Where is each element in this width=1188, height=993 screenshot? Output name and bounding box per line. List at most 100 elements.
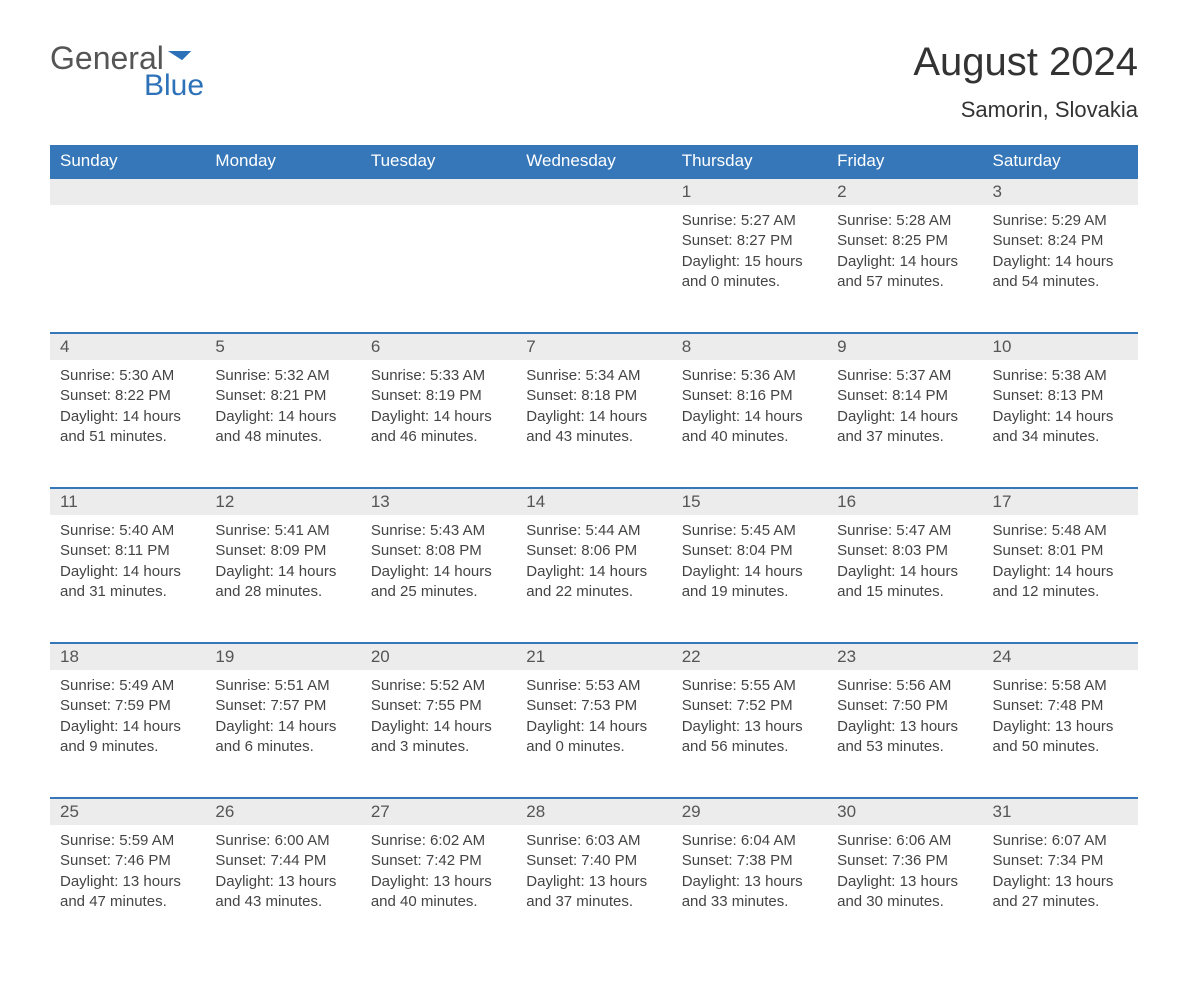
daylight-text-1: Daylight: 14 hours xyxy=(837,252,972,272)
sunset-text: Sunset: 8:19 PM xyxy=(371,386,506,406)
sunset-text: Sunset: 8:21 PM xyxy=(215,386,350,406)
location-label: Samorin, Slovakia xyxy=(913,97,1138,123)
day-number-cell: 14 xyxy=(516,488,671,515)
day-number-cell: 9 xyxy=(827,333,982,360)
day-number-cell: 27 xyxy=(361,798,516,825)
daylight-text-1: Daylight: 13 hours xyxy=(682,872,817,892)
sunrise-text: Sunrise: 5:41 AM xyxy=(215,521,350,541)
sunset-text: Sunset: 7:44 PM xyxy=(215,851,350,871)
sunrise-text: Sunrise: 5:40 AM xyxy=(60,521,195,541)
day-number-cell: 18 xyxy=(50,643,205,670)
logo-text-blue: Blue xyxy=(144,69,204,103)
daylight-text-2: and 40 minutes. xyxy=(682,427,817,447)
day-number-cell: 6 xyxy=(361,333,516,360)
daylight-text-2: and 48 minutes. xyxy=(215,427,350,447)
day-number-cell: 1 xyxy=(672,178,827,205)
title-block: August 2024 Samorin, Slovakia xyxy=(913,40,1138,123)
sunrise-text: Sunrise: 5:30 AM xyxy=(60,366,195,386)
month-title: August 2024 xyxy=(913,40,1138,85)
day-content-cell: Sunrise: 5:36 AMSunset: 8:16 PMDaylight:… xyxy=(672,360,827,488)
daylight-text-1: Daylight: 14 hours xyxy=(371,562,506,582)
sunrise-text: Sunrise: 5:32 AM xyxy=(215,366,350,386)
day-number-cell: 15 xyxy=(672,488,827,515)
weekday-header: Monday xyxy=(205,145,360,178)
day-number-cell: 22 xyxy=(672,643,827,670)
day-number-cell: 11 xyxy=(50,488,205,515)
day-content-cell: Sunrise: 5:56 AMSunset: 7:50 PMDaylight:… xyxy=(827,670,982,798)
daylight-text-1: Daylight: 14 hours xyxy=(60,562,195,582)
sunset-text: Sunset: 8:16 PM xyxy=(682,386,817,406)
day-number-cell: 21 xyxy=(516,643,671,670)
sunrise-text: Sunrise: 5:37 AM xyxy=(837,366,972,386)
daylight-text-1: Daylight: 14 hours xyxy=(993,252,1128,272)
sunset-text: Sunset: 8:03 PM xyxy=(837,541,972,561)
daylight-text-2: and 43 minutes. xyxy=(526,427,661,447)
calendar-table: SundayMondayTuesdayWednesdayThursdayFrid… xyxy=(50,145,1138,953)
day-content-cell: Sunrise: 6:03 AMSunset: 7:40 PMDaylight:… xyxy=(516,825,671,953)
day-content-cell: Sunrise: 5:44 AMSunset: 8:06 PMDaylight:… xyxy=(516,515,671,643)
day-number-cell: 5 xyxy=(205,333,360,360)
sunset-text: Sunset: 7:55 PM xyxy=(371,696,506,716)
daylight-text-1: Daylight: 14 hours xyxy=(993,407,1128,427)
day-number-cell: 25 xyxy=(50,798,205,825)
sunset-text: Sunset: 7:42 PM xyxy=(371,851,506,871)
day-content-cell: Sunrise: 5:43 AMSunset: 8:08 PMDaylight:… xyxy=(361,515,516,643)
daylight-text-2: and 37 minutes. xyxy=(837,427,972,447)
daylight-text-1: Daylight: 14 hours xyxy=(837,407,972,427)
day-content-cell: Sunrise: 6:07 AMSunset: 7:34 PMDaylight:… xyxy=(983,825,1138,953)
daylight-text-1: Daylight: 14 hours xyxy=(837,562,972,582)
sunrise-text: Sunrise: 6:06 AM xyxy=(837,831,972,851)
daylight-text-1: Daylight: 13 hours xyxy=(215,872,350,892)
sunrise-text: Sunrise: 5:49 AM xyxy=(60,676,195,696)
daylight-text-2: and 54 minutes. xyxy=(993,272,1128,292)
daylight-text-1: Daylight: 13 hours xyxy=(837,717,972,737)
sunrise-text: Sunrise: 5:55 AM xyxy=(682,676,817,696)
sunrise-text: Sunrise: 5:27 AM xyxy=(682,211,817,231)
day-content-cell xyxy=(205,205,360,333)
daylight-text-2: and 22 minutes. xyxy=(526,582,661,602)
daylight-text-2: and 28 minutes. xyxy=(215,582,350,602)
daylight-text-2: and 43 minutes. xyxy=(215,892,350,912)
sunset-text: Sunset: 7:50 PM xyxy=(837,696,972,716)
daylight-text-2: and 37 minutes. xyxy=(526,892,661,912)
daylight-text-2: and 31 minutes. xyxy=(60,582,195,602)
day-number-cell xyxy=(361,178,516,205)
day-number-cell: 16 xyxy=(827,488,982,515)
weekday-header-row: SundayMondayTuesdayWednesdayThursdayFrid… xyxy=(50,145,1138,178)
daylight-text-2: and 30 minutes. xyxy=(837,892,972,912)
weekday-header: Saturday xyxy=(983,145,1138,178)
daylight-text-2: and 40 minutes. xyxy=(371,892,506,912)
daylight-text-1: Daylight: 13 hours xyxy=(60,872,195,892)
sunrise-text: Sunrise: 5:56 AM xyxy=(837,676,972,696)
day-number-cell: 30 xyxy=(827,798,982,825)
daylight-text-1: Daylight: 13 hours xyxy=(993,872,1128,892)
day-content-cell xyxy=(516,205,671,333)
daylight-text-1: Daylight: 14 hours xyxy=(60,717,195,737)
sunset-text: Sunset: 7:46 PM xyxy=(60,851,195,871)
sunrise-text: Sunrise: 6:02 AM xyxy=(371,831,506,851)
weekday-header: Wednesday xyxy=(516,145,671,178)
daylight-text-2: and 19 minutes. xyxy=(682,582,817,602)
sunrise-text: Sunrise: 5:29 AM xyxy=(993,211,1128,231)
day-number-cell: 17 xyxy=(983,488,1138,515)
day-content-cell: Sunrise: 5:49 AMSunset: 7:59 PMDaylight:… xyxy=(50,670,205,798)
daylight-text-1: Daylight: 14 hours xyxy=(526,562,661,582)
daylight-text-2: and 57 minutes. xyxy=(837,272,972,292)
sunset-text: Sunset: 8:25 PM xyxy=(837,231,972,251)
daylight-text-2: and 9 minutes. xyxy=(60,737,195,757)
daylight-text-1: Daylight: 14 hours xyxy=(371,407,506,427)
sunrise-text: Sunrise: 5:28 AM xyxy=(837,211,972,231)
sunset-text: Sunset: 7:53 PM xyxy=(526,696,661,716)
day-content-cell: Sunrise: 6:02 AMSunset: 7:42 PMDaylight:… xyxy=(361,825,516,953)
daylight-text-2: and 0 minutes. xyxy=(682,272,817,292)
day-content-cell: Sunrise: 5:38 AMSunset: 8:13 PMDaylight:… xyxy=(983,360,1138,488)
daylight-text-2: and 3 minutes. xyxy=(371,737,506,757)
daylight-text-2: and 33 minutes. xyxy=(682,892,817,912)
sunrise-text: Sunrise: 6:04 AM xyxy=(682,831,817,851)
day-content-cell: Sunrise: 5:51 AMSunset: 7:57 PMDaylight:… xyxy=(205,670,360,798)
header: General Blue August 2024 Samorin, Slovak… xyxy=(50,40,1138,123)
day-number-cell: 29 xyxy=(672,798,827,825)
day-content-cell: Sunrise: 6:04 AMSunset: 7:38 PMDaylight:… xyxy=(672,825,827,953)
daylight-text-1: Daylight: 15 hours xyxy=(682,252,817,272)
day-number-cell: 28 xyxy=(516,798,671,825)
